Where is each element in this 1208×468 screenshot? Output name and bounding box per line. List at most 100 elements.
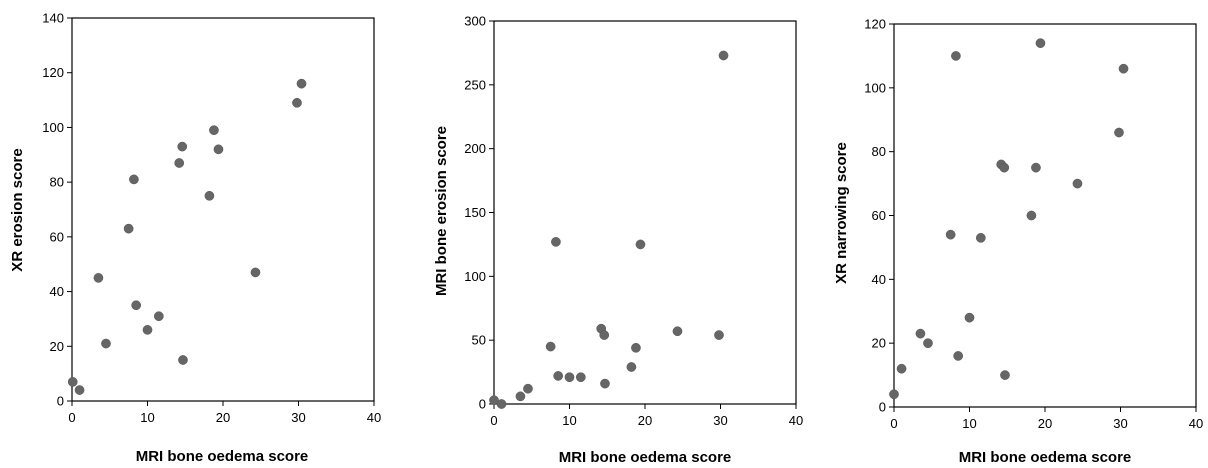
chart-panel-xr-narrowing-ylabel: XR narrowing score (833, 142, 850, 284)
chart-xr-narrowing-x-tick-label: 10 (962, 416, 976, 431)
chart-xr-narrowing-x-tick-label: 0 (890, 416, 897, 431)
chart-xr-erosion-x-tick-label: 20 (216, 410, 230, 425)
chart-mri-erosion-data-point (635, 239, 646, 250)
chart-panel-xr-erosion-xlabel: MRI bone oedema score (136, 448, 309, 465)
chart-panel-mri-erosion: MRI bone erosion score MRI bone oedema s… (433, 14, 803, 467)
chart-mri-erosion-data-point (718, 50, 729, 61)
chart-xr-erosion-data-point (93, 273, 104, 283)
chart-xr-erosion-x-tick-label: 30 (291, 410, 305, 425)
chart-mri-erosion-x-tick-label: 0 (490, 413, 497, 428)
chart-xr-erosion-data-point (174, 158, 185, 168)
chart-xr-narrowing-y-tick-label: 100 (864, 80, 886, 95)
chart-mri-erosion-data-point (714, 330, 724, 340)
chart-xr-erosion-data-point (177, 141, 188, 152)
chart-xr-narrowing-data-point (1035, 38, 1046, 49)
chart-xr-narrowing-data-point (975, 232, 986, 243)
chart-xr-erosion-data-point (213, 144, 224, 155)
chart-xr-narrowing-data-point (1118, 63, 1129, 74)
chart-mri-erosion-y-tick-label: 300 (464, 14, 486, 29)
chart-xr-narrowing-data-point (1072, 178, 1083, 189)
chart-xr-erosion-y-tick-label: 120 (42, 65, 64, 80)
chart-xr-narrowing-y-tick-label: 40 (872, 272, 886, 287)
chart-xr-narrowing-plot-frame (893, 23, 1197, 408)
chart-mri-erosion-data-point (672, 326, 683, 337)
chart-xr-erosion-plot-frame (71, 17, 375, 402)
chart-xr-erosion-y-tick-label: 140 (42, 11, 64, 26)
chart-panel-mri-erosion-ylabel: MRI bone erosion score (433, 126, 450, 296)
chart-xr-narrowing-data-point (964, 312, 975, 323)
chart-mri-erosion-data-point (523, 383, 533, 394)
chart-mri-erosion-data-point (626, 362, 637, 372)
chart-mri-erosion-x-tick-label: 30 (713, 413, 727, 428)
chart-mri-erosion-data-point (575, 372, 586, 383)
chart-xr-erosion-data-point (209, 125, 219, 136)
chart-xr-narrowing-x-tick-label: 20 (1038, 416, 1052, 431)
chart-xr-erosion-data-point (131, 300, 142, 311)
chart-xr-erosion-data-point (250, 267, 261, 278)
chart-xr-erosion-y-tick-label: 60 (50, 229, 64, 244)
chart-xr-erosion-data-point (74, 385, 85, 395)
chart-xr-erosion-data-point (292, 97, 302, 108)
chart-xr-erosion-y-tick-label: 100 (42, 120, 64, 135)
chart-xr-narrowing-y-tick-label: 20 (872, 336, 886, 351)
chart-xr-erosion-data-point (101, 338, 111, 349)
chart-xr-narrowing-data-point (1114, 127, 1124, 138)
chart-xr-narrowing-data-point (953, 351, 964, 361)
chart-xr-erosion-data-point (153, 311, 164, 322)
chart-xr-erosion-y-tick-label: 20 (50, 339, 64, 354)
chart-xr-narrowing-data-point (1000, 370, 1010, 380)
chart-xr-narrowing-data-point (951, 51, 961, 61)
chart-xr-erosion-x-tick-label: 40 (367, 410, 381, 425)
chart-xr-narrowing-data-point (889, 389, 899, 400)
chart-xr-narrowing-x-tick-label: 40 (1189, 416, 1203, 431)
chart-panel-xr-narrowing: XR narrowing score MRI bone oedema score… (833, 17, 1203, 467)
chart-mri-erosion-y-tick-label: 0 (479, 397, 486, 412)
chart-xr-narrowing-y-tick-label: 60 (872, 208, 886, 223)
chart-xr-narrowing-data-point (1026, 210, 1037, 221)
chart-xr-erosion-data-point (204, 190, 215, 201)
chart-xr-narrowing-data-point (999, 162, 1010, 173)
chart-mri-erosion-y-tick-label: 250 (464, 77, 486, 92)
chart-mri-erosion-data-point (551, 237, 561, 247)
chart-mri-erosion-data-point (553, 371, 564, 381)
chart-xr-narrowing-data-point (1031, 162, 1041, 173)
chart-panel-xr-erosion-ylabel: XR erosion score (9, 148, 26, 271)
chart-xr-narrowing-data-point (945, 229, 956, 240)
chart-xr-erosion-y-tick-label: 0 (57, 394, 64, 409)
chart-xr-narrowing-y-tick-label: 0 (879, 400, 886, 415)
chart-panel-mri-erosion-xlabel: MRI bone oedema score (559, 449, 732, 466)
chart-xr-erosion-data-point (129, 174, 139, 185)
chart-mri-erosion-x-tick-label: 40 (789, 413, 803, 428)
chart-xr-narrowing-x-tick-label: 30 (1113, 416, 1127, 431)
chart-xr-narrowing-data-point (896, 363, 907, 374)
chart-panel-xr-narrowing-xlabel: MRI bone oedema score (959, 449, 1132, 466)
chart-mri-erosion-data-point (496, 399, 507, 409)
chart-mri-erosion-data-point (564, 372, 575, 383)
chart-mri-erosion-data-point (545, 341, 556, 352)
chart-mri-erosion-data-point (599, 330, 610, 340)
chart-xr-erosion-x-tick-label: 10 (140, 410, 154, 425)
chart-mri-erosion-x-tick-label: 10 (562, 413, 576, 428)
chart-xr-erosion-data-point (67, 377, 78, 387)
chart-mri-erosion-data-point (515, 391, 526, 402)
chart-xr-narrowing-data-point (923, 338, 933, 349)
chart-xr-erosion-x-tick-label: 0 (68, 410, 75, 425)
chart-panel-xr-erosion: XR erosion score MRI bone oedema score 0… (9, 11, 381, 466)
chart-xr-narrowing-data-point (915, 328, 926, 339)
chart-xr-narrowing-y-tick-label: 120 (864, 17, 886, 32)
chart-mri-erosion-y-tick-label: 100 (464, 269, 486, 284)
chart-mri-erosion-y-tick-label: 50 (472, 333, 486, 348)
chart-mri-erosion-plot-frame (493, 20, 797, 405)
chart-mri-erosion-data-point (600, 378, 610, 389)
chart-xr-erosion-data-point (123, 223, 134, 234)
chart-xr-narrowing-y-tick-label: 80 (872, 144, 886, 159)
chart-xr-erosion-y-tick-label: 40 (50, 284, 64, 299)
chart-mri-erosion-data-point (631, 342, 641, 353)
chart-mri-erosion-y-tick-label: 200 (464, 141, 486, 156)
chart-xr-erosion-data-point (142, 325, 153, 335)
chart-mri-erosion-x-tick-label: 20 (638, 413, 652, 428)
chart-xr-erosion-data-point (178, 355, 188, 365)
chart-xr-erosion-y-tick-label: 80 (50, 175, 64, 190)
chart-xr-erosion-data-point (296, 78, 307, 89)
